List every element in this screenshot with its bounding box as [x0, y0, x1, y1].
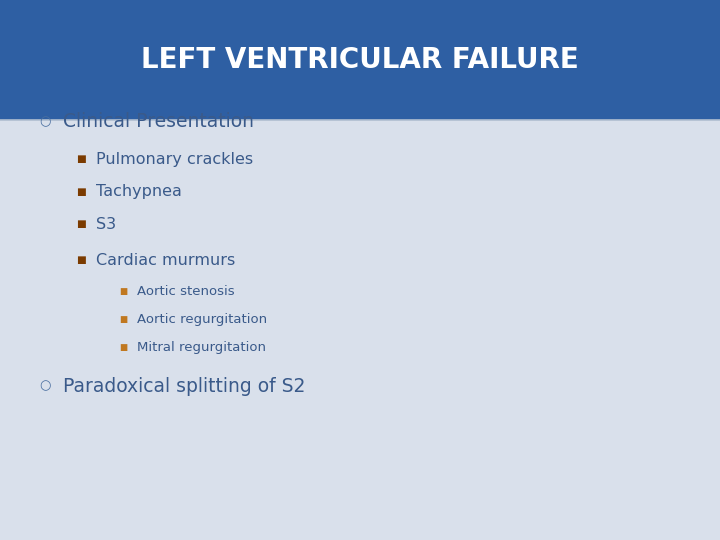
Text: LEFT VENTRICULAR FAILURE: LEFT VENTRICULAR FAILURE	[141, 46, 579, 74]
Text: ■: ■	[76, 154, 86, 164]
Text: ■: ■	[76, 187, 86, 197]
Text: Aortic stenosis: Aortic stenosis	[137, 285, 235, 298]
Text: S3: S3	[96, 217, 116, 232]
Text: ■: ■	[119, 287, 127, 296]
Text: ■: ■	[76, 219, 86, 229]
Text: ■: ■	[76, 255, 86, 265]
Text: Cardiac murmurs: Cardiac murmurs	[96, 253, 235, 268]
Text: Pulmonary crackles: Pulmonary crackles	[96, 152, 253, 167]
Text: ○: ○	[40, 380, 51, 393]
Text: Paradoxical splitting of S2: Paradoxical splitting of S2	[63, 376, 305, 396]
Text: Clinical Presentation: Clinical Presentation	[63, 112, 253, 131]
Text: ■: ■	[119, 343, 127, 352]
Text: ○: ○	[40, 115, 51, 128]
Text: Tachypnea: Tachypnea	[96, 184, 181, 199]
Text: ■: ■	[119, 315, 127, 324]
Text: Aortic regurgitation: Aortic regurgitation	[137, 313, 267, 326]
Text: Mitral regurgitation: Mitral regurgitation	[137, 341, 266, 354]
FancyBboxPatch shape	[0, 0, 720, 120]
